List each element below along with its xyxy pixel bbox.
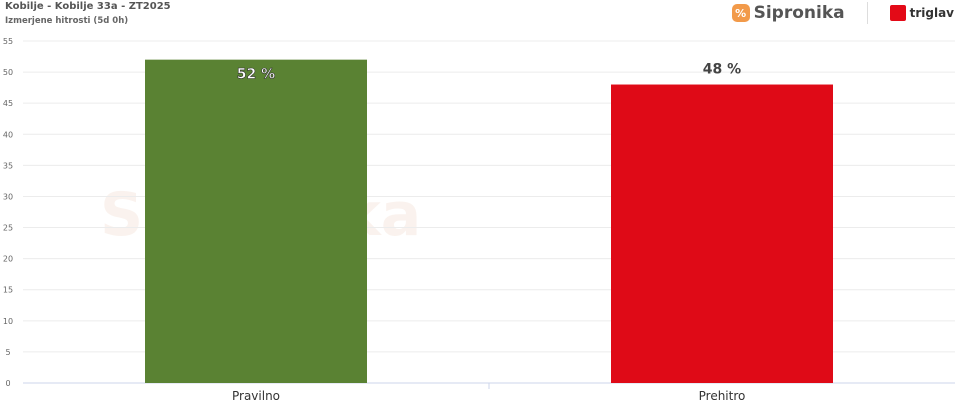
sipronika-icon: % bbox=[731, 4, 750, 22]
y-tick-label: 25 bbox=[3, 224, 13, 233]
data-label: 48 % bbox=[703, 62, 741, 78]
y-tick-label: 15 bbox=[3, 286, 13, 295]
sipronika-logo: % Sipronika bbox=[731, 3, 845, 23]
y-tick-label: 5 bbox=[5, 348, 10, 357]
sipronika-text: Sipronika bbox=[753, 3, 845, 23]
triglav-icon bbox=[889, 5, 906, 21]
y-tick-label: 45 bbox=[3, 99, 13, 108]
y-tick-label: 0 bbox=[5, 379, 10, 388]
x-tick-label: Pravilno bbox=[232, 389, 280, 403]
y-tick-label: 55 bbox=[3, 37, 13, 46]
y-tick-label: 35 bbox=[3, 161, 13, 170]
y-tick-label: 50 bbox=[3, 68, 13, 77]
logo-divider bbox=[866, 2, 868, 24]
triglav-text: triglav bbox=[909, 6, 954, 20]
bar-pravilno bbox=[145, 59, 367, 384]
y-tick-label: 30 bbox=[3, 192, 13, 201]
triglav-logo: triglav bbox=[889, 5, 954, 21]
y-tick-label: 40 bbox=[3, 130, 13, 139]
y-tick-label: 10 bbox=[3, 317, 13, 326]
bar-prehitro bbox=[611, 84, 833, 383]
chart-subtitle: Izmerjene hitrosti (5d 0h) bbox=[5, 16, 129, 26]
x-tick-label: Prehitro bbox=[699, 389, 746, 403]
data-label: 52 % bbox=[237, 67, 275, 83]
chart-title: Kobilje - Kobilje 33a - ZT2025 bbox=[5, 1, 171, 12]
y-tick-label: 20 bbox=[3, 255, 13, 264]
logos: % Sipronika triglav bbox=[731, 2, 954, 24]
